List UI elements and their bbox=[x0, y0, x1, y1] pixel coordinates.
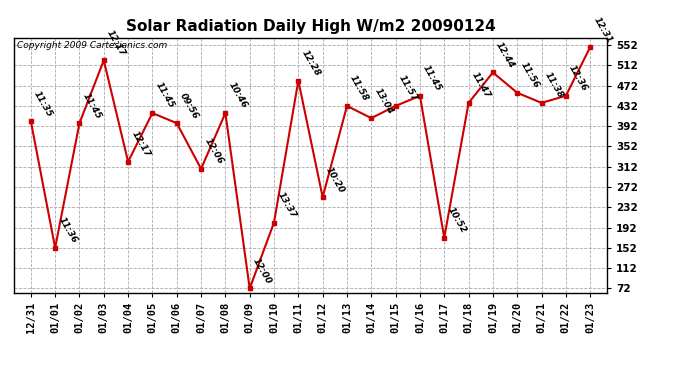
Text: 12:00: 12:00 bbox=[251, 256, 273, 286]
Text: 10:20: 10:20 bbox=[324, 165, 346, 194]
Text: 11:45: 11:45 bbox=[154, 81, 176, 110]
Text: 10:46: 10:46 bbox=[227, 81, 249, 110]
Text: 11:45: 11:45 bbox=[422, 64, 444, 93]
Text: 12:17: 12:17 bbox=[130, 130, 152, 159]
Text: 12:28: 12:28 bbox=[299, 48, 322, 78]
Text: 11:56: 11:56 bbox=[519, 61, 541, 90]
Text: 11:45: 11:45 bbox=[81, 91, 103, 120]
Text: 11:35: 11:35 bbox=[32, 89, 55, 118]
Title: Solar Radiation Daily High W/m2 20090124: Solar Radiation Daily High W/m2 20090124 bbox=[126, 18, 495, 33]
Text: 12:31: 12:31 bbox=[591, 15, 613, 44]
Text: 13:37: 13:37 bbox=[275, 190, 297, 220]
Text: 11:36: 11:36 bbox=[57, 216, 79, 245]
Text: 09:56: 09:56 bbox=[178, 91, 200, 120]
Text: 11:58: 11:58 bbox=[348, 74, 371, 103]
Text: 12:17: 12:17 bbox=[105, 28, 127, 57]
Text: 11:38: 11:38 bbox=[543, 71, 565, 100]
Text: 11:47: 11:47 bbox=[470, 71, 492, 100]
Text: 13:04: 13:04 bbox=[373, 86, 395, 116]
Text: 10:52: 10:52 bbox=[446, 206, 468, 235]
Text: 12:44: 12:44 bbox=[494, 40, 516, 70]
Text: 12:36: 12:36 bbox=[567, 64, 589, 93]
Text: 12:06: 12:06 bbox=[202, 137, 224, 166]
Text: Copyright 2009 Cartesianics.com: Copyright 2009 Cartesianics.com bbox=[17, 41, 167, 50]
Text: 11:57: 11:57 bbox=[397, 74, 419, 103]
